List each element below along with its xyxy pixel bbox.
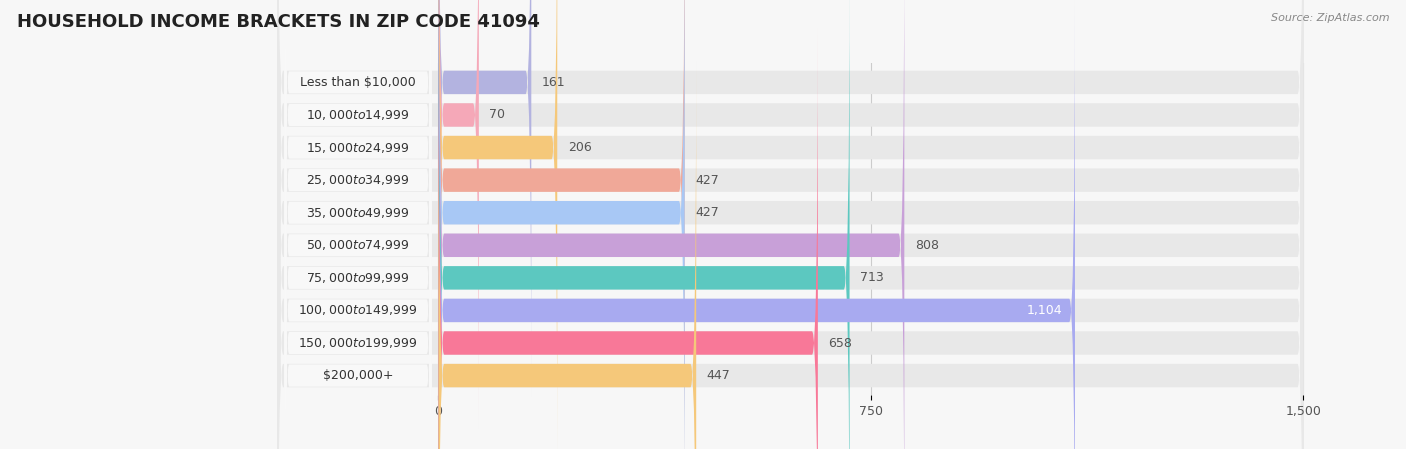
Text: Source: ZipAtlas.com: Source: ZipAtlas.com (1271, 13, 1389, 23)
FancyBboxPatch shape (439, 0, 557, 449)
FancyBboxPatch shape (277, 0, 1303, 449)
FancyBboxPatch shape (277, 0, 1303, 396)
Text: $75,000 to $99,999: $75,000 to $99,999 (307, 271, 409, 285)
FancyBboxPatch shape (284, 28, 432, 449)
Text: $25,000 to $34,999: $25,000 to $34,999 (307, 173, 409, 187)
FancyBboxPatch shape (284, 0, 432, 430)
FancyBboxPatch shape (439, 0, 904, 449)
Text: 713: 713 (860, 271, 884, 284)
Text: 447: 447 (707, 369, 730, 382)
FancyBboxPatch shape (284, 0, 432, 449)
FancyBboxPatch shape (439, 29, 818, 449)
Text: $10,000 to $14,999: $10,000 to $14,999 (307, 108, 409, 122)
FancyBboxPatch shape (284, 0, 432, 397)
FancyBboxPatch shape (277, 29, 1303, 449)
Text: $50,000 to $74,999: $50,000 to $74,999 (307, 238, 409, 252)
FancyBboxPatch shape (439, 0, 531, 396)
FancyBboxPatch shape (439, 0, 685, 449)
FancyBboxPatch shape (284, 61, 432, 449)
Text: $15,000 to $24,999: $15,000 to $24,999 (307, 141, 409, 154)
Text: $150,000 to $199,999: $150,000 to $199,999 (298, 336, 418, 350)
FancyBboxPatch shape (277, 0, 1303, 429)
FancyBboxPatch shape (439, 0, 479, 429)
Text: $35,000 to $49,999: $35,000 to $49,999 (307, 206, 409, 220)
FancyBboxPatch shape (439, 0, 685, 449)
FancyBboxPatch shape (277, 62, 1303, 449)
Text: 206: 206 (568, 141, 592, 154)
FancyBboxPatch shape (439, 62, 696, 449)
Text: 1,104: 1,104 (1026, 304, 1062, 317)
FancyBboxPatch shape (439, 0, 1076, 449)
Text: 427: 427 (695, 206, 718, 219)
FancyBboxPatch shape (277, 0, 1303, 449)
Text: 427: 427 (695, 174, 718, 187)
FancyBboxPatch shape (284, 0, 432, 449)
Text: HOUSEHOLD INCOME BRACKETS IN ZIP CODE 41094: HOUSEHOLD INCOME BRACKETS IN ZIP CODE 41… (17, 13, 540, 31)
Text: $100,000 to $149,999: $100,000 to $149,999 (298, 304, 418, 317)
FancyBboxPatch shape (284, 0, 432, 449)
Text: $200,000+: $200,000+ (323, 369, 394, 382)
Text: Less than $10,000: Less than $10,000 (299, 76, 416, 89)
FancyBboxPatch shape (277, 0, 1303, 449)
Text: 808: 808 (915, 239, 939, 252)
FancyBboxPatch shape (284, 0, 432, 365)
FancyBboxPatch shape (439, 0, 849, 449)
FancyBboxPatch shape (284, 93, 432, 449)
FancyBboxPatch shape (277, 0, 1303, 449)
Text: 658: 658 (828, 336, 852, 349)
Text: 161: 161 (541, 76, 565, 89)
FancyBboxPatch shape (284, 0, 432, 449)
FancyBboxPatch shape (277, 0, 1303, 449)
Text: 70: 70 (489, 109, 505, 122)
FancyBboxPatch shape (277, 0, 1303, 449)
